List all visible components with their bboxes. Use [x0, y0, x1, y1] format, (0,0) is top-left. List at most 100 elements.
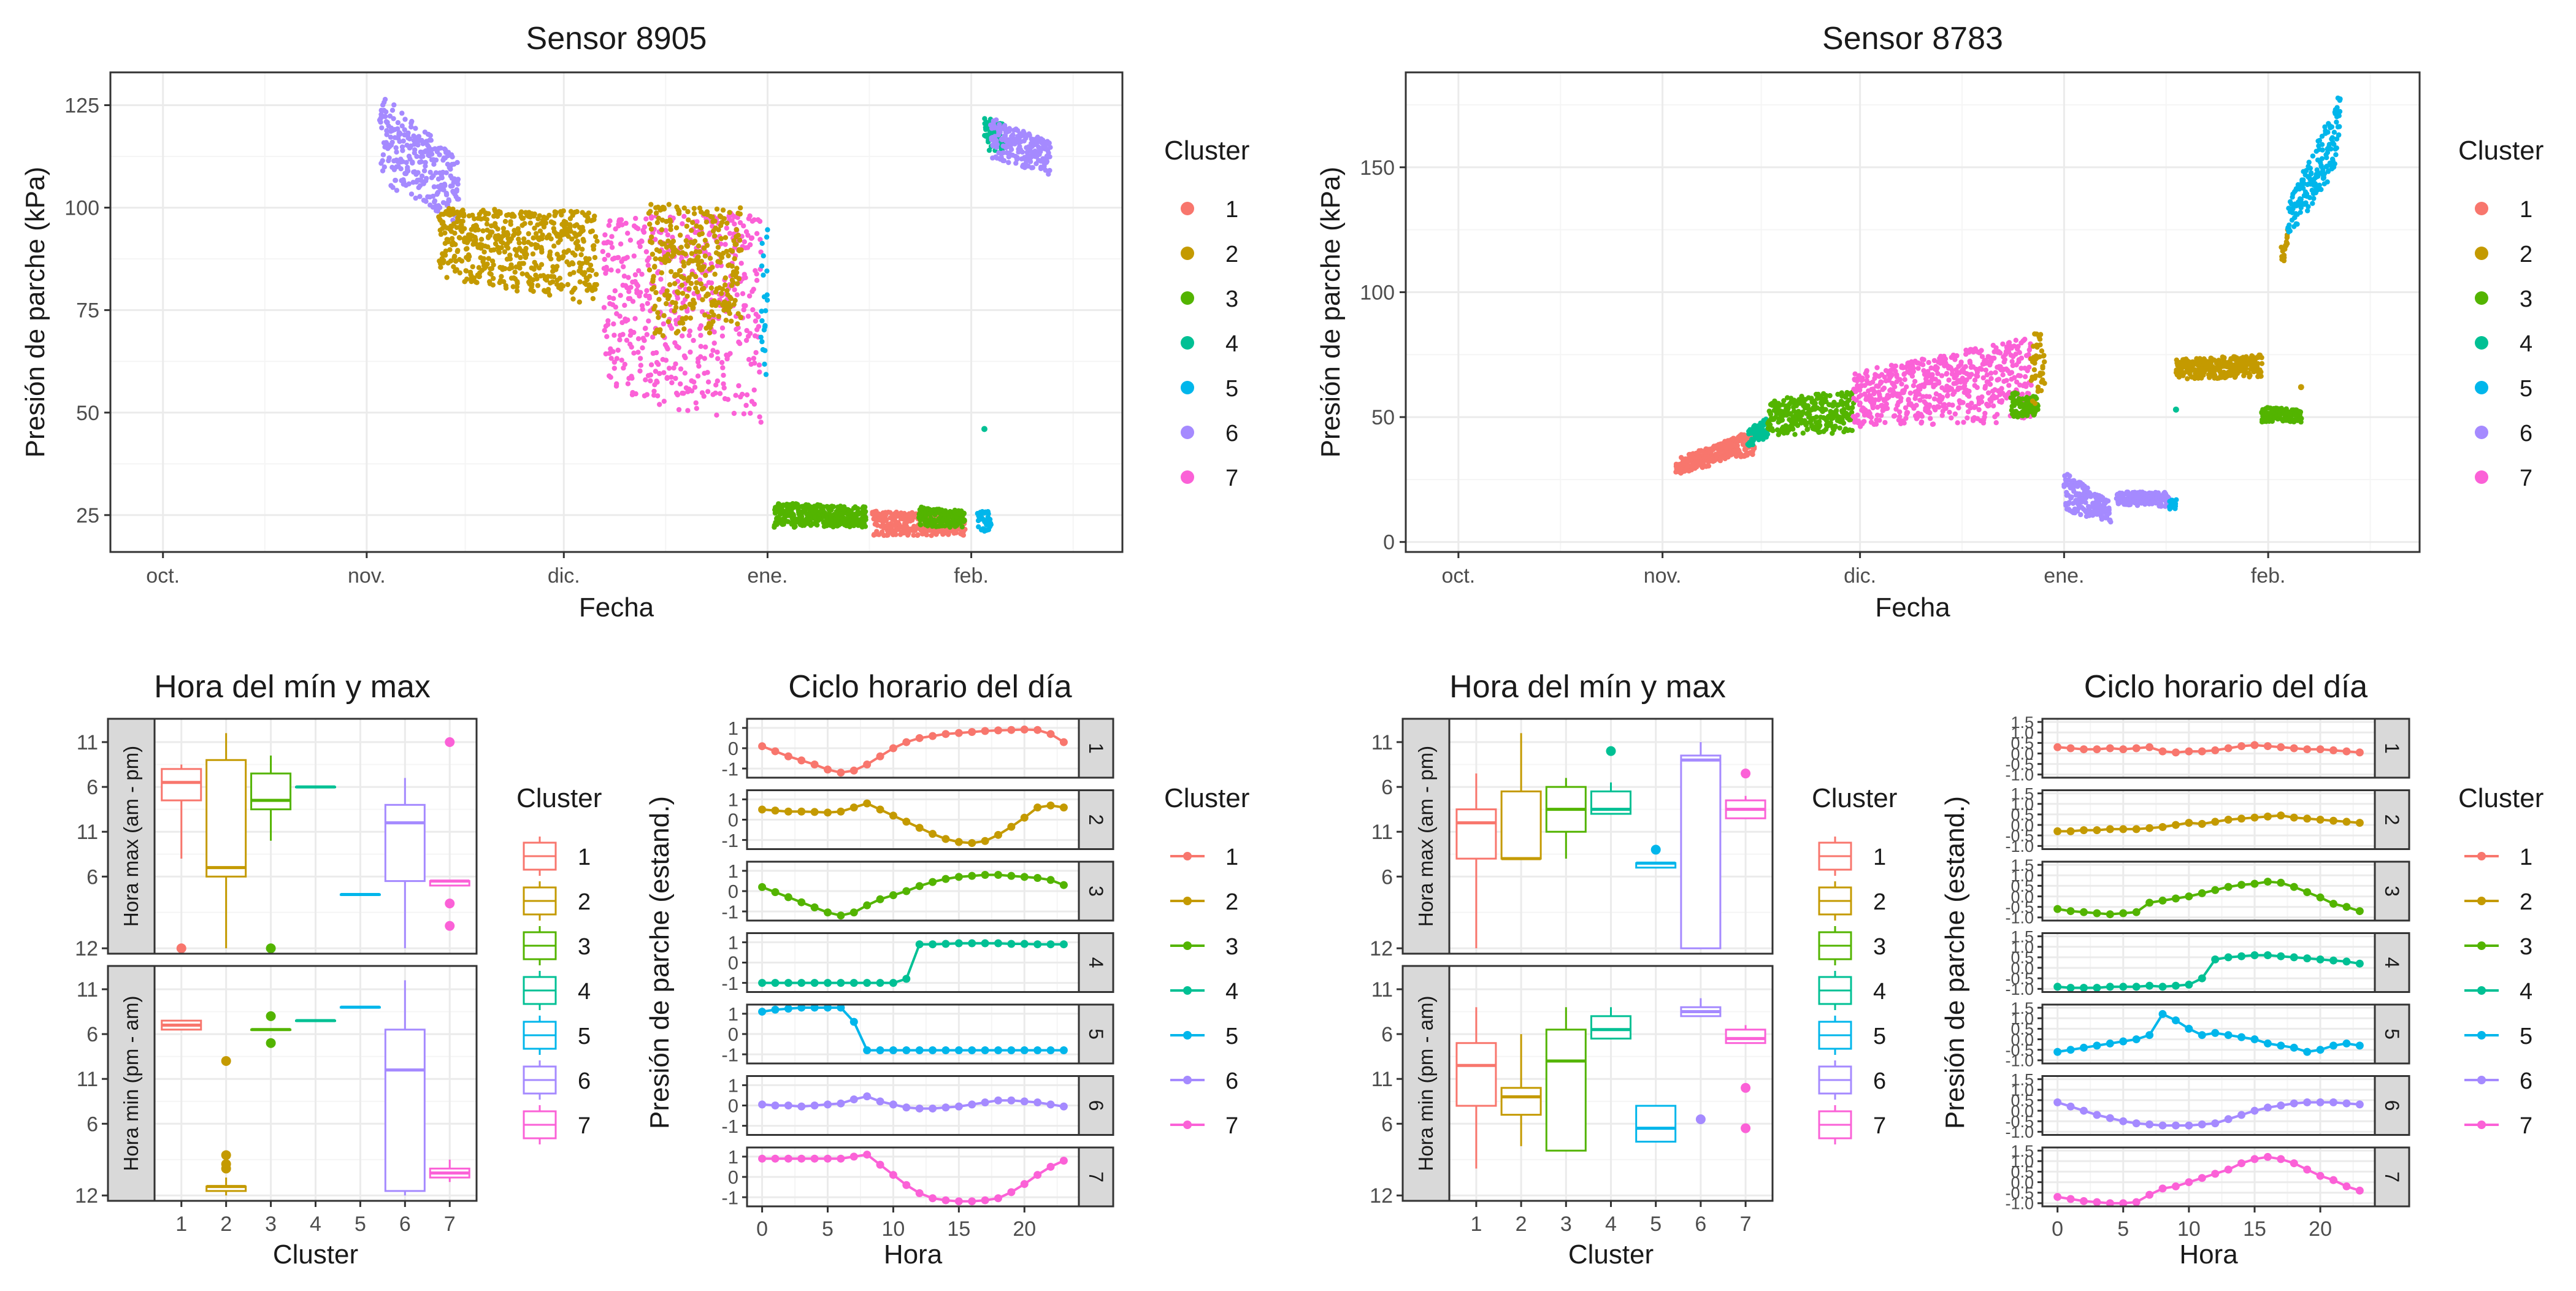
- data-point: [539, 262, 544, 267]
- data-point: [442, 183, 447, 188]
- data-point: [692, 239, 697, 243]
- data-point: [453, 242, 458, 247]
- data-point: [508, 256, 513, 261]
- data-point: [592, 213, 597, 218]
- data-point: [551, 221, 556, 226]
- data-point: [1979, 399, 1984, 404]
- data-point: [2003, 357, 2007, 362]
- data-point: [547, 293, 552, 297]
- data-point: [2004, 378, 2009, 383]
- data-point: [638, 290, 643, 295]
- data-point: [692, 385, 697, 389]
- data-point: [1915, 366, 1920, 370]
- data-point: [715, 350, 719, 354]
- data-point: [2039, 348, 2044, 353]
- data-point: [712, 233, 717, 238]
- data-point: [765, 293, 770, 297]
- data-point: [720, 365, 725, 370]
- data-point: [665, 347, 670, 351]
- data-point: [750, 307, 755, 312]
- data-point: [2067, 473, 2072, 478]
- data-point: [756, 324, 761, 329]
- data-point: [710, 265, 715, 270]
- data-point: [2000, 372, 2005, 377]
- data-point: [1898, 377, 1903, 382]
- data-point: [960, 524, 965, 529]
- data-point: [736, 383, 741, 388]
- data-point: [1920, 414, 1925, 419]
- data-point: [485, 217, 489, 222]
- data-point: [578, 252, 583, 257]
- data-point: [703, 345, 708, 350]
- data-point: [386, 155, 391, 160]
- data-point: [748, 331, 753, 336]
- data-point: [467, 254, 472, 259]
- data-point: [423, 199, 428, 204]
- data-point: [610, 245, 615, 250]
- data-point: [732, 411, 737, 416]
- data-point: [694, 400, 699, 405]
- data-point: [394, 150, 399, 155]
- data-point: [653, 256, 658, 261]
- data-point: [394, 188, 399, 193]
- data-point: [655, 393, 660, 398]
- data-point: [709, 285, 714, 290]
- data-point: [470, 264, 475, 269]
- data-point: [1949, 415, 1953, 420]
- data-point: [460, 219, 465, 224]
- data-point: [661, 313, 666, 318]
- data-point: [699, 282, 703, 286]
- data-point: [399, 166, 404, 171]
- x-tick-label: feb.: [2251, 564, 2286, 588]
- data-point: [716, 245, 721, 250]
- data-point: [594, 282, 599, 287]
- data-point: [685, 209, 690, 214]
- chart-title: Sensor 8905: [526, 21, 707, 56]
- data-point: [608, 375, 613, 380]
- data-point: [701, 286, 706, 291]
- data-point: [727, 311, 732, 316]
- data-point: [602, 232, 607, 237]
- data-point: [709, 353, 714, 358]
- data-point: [2033, 401, 2037, 406]
- data-point: [1931, 421, 1936, 426]
- data-point: [743, 403, 748, 408]
- data-point: [679, 245, 684, 250]
- data-point: [961, 532, 966, 537]
- data-point: [474, 280, 479, 285]
- data-point: [548, 250, 553, 255]
- data-point: [688, 316, 693, 321]
- data-point: [685, 408, 690, 413]
- data-point: [702, 394, 707, 399]
- legend-key-3: [1181, 291, 1194, 305]
- data-point: [2106, 499, 2110, 504]
- data-point: [592, 255, 597, 260]
- data-point: [643, 377, 648, 382]
- data-point: [1869, 415, 1874, 419]
- data-point: [715, 378, 720, 383]
- data-point: [521, 261, 526, 266]
- data-point: [588, 262, 593, 267]
- data-point: [732, 221, 737, 226]
- data-point: [528, 221, 533, 226]
- data-point: [1955, 420, 1960, 425]
- data-point: [2019, 356, 2024, 361]
- data-point: [757, 415, 762, 419]
- data-point: [675, 393, 680, 397]
- data-point: [608, 267, 613, 272]
- data-point: [1892, 413, 1897, 418]
- data-point: [792, 524, 797, 529]
- data-point: [409, 119, 414, 124]
- data-point: [1988, 370, 1993, 375]
- data-point: [747, 213, 752, 218]
- data-point: [666, 258, 671, 263]
- data-point: [863, 509, 868, 514]
- data-point: [2221, 355, 2226, 360]
- data-point: [1833, 424, 1838, 429]
- data-point: [724, 226, 729, 231]
- data-point: [1838, 426, 1842, 431]
- data-point: [962, 518, 967, 523]
- data-point: [397, 131, 402, 136]
- data-point: [2042, 359, 2047, 364]
